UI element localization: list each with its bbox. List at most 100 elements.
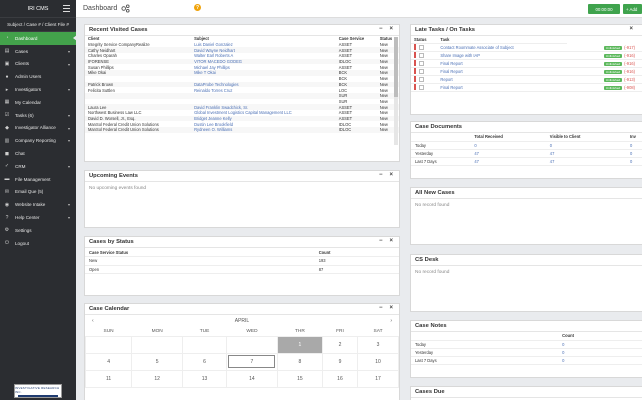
calendar-day[interactable] [85,335,133,354]
task-link[interactable]: Contact Roommate Associate of Subject [440,45,514,51]
table-row[interactable]: David D. Worsell, Jr., Esq. Bridget Jeann… [85,115,399,122]
table-row[interactable]: New 193 [85,256,399,266]
table-row[interactable]: Northwest Business Law LLC Global Investm… [85,110,399,116]
prev-month-button[interactable]: ‹ [92,318,94,324]
add-button[interactable]: + Add [623,4,642,14]
sidebar-item[interactable]: ▥ Company Reporting ▾ [0,134,76,147]
task-link[interactable]: Report [440,77,453,83]
table-row[interactable]: Mike Okai Mike T Okai BCK New [85,70,399,76]
task-row[interactable]: Share Image with IAP Unfinished (-916) [411,51,642,61]
table-row[interactable]: SUR New [85,92,399,99]
calendar-day[interactable]: 10 [357,352,399,371]
calendar-day[interactable]: 3 [357,335,399,354]
table-cell[interactable]: Rydneen O. Williams [191,127,336,133]
calendar-day[interactable]: 2 [321,335,359,354]
table-row[interactable]: Laura Lee David Franklin Swadchick, Sr. AS… [85,104,399,110]
table-row[interactable]: Integrity Service CompanyRealize Luis Dan… [85,42,399,48]
sidebar-item[interactable]: ? Help Center ▾ [0,211,76,224]
calendar-day[interactable]: 1 [276,335,323,354]
table-row[interactable]: Open 87 [85,265,399,274]
table-row[interactable]: ManSol Federal Credit Union Solutions Dus… [85,121,399,127]
task-link[interactable]: Final Report [440,61,463,67]
table-cell[interactable]: David Franklin Swadchick, Sr. [191,104,336,110]
sidebar-item[interactable]: ▦ My Calendar [0,96,76,109]
calendar-day[interactable]: 5 [131,352,184,371]
close-icon[interactable]: × [389,305,393,311]
sidebar-item[interactable]: ▤ Cases ▾ [0,45,76,58]
table-cell[interactable] [191,92,336,99]
sidebar-item[interactable]: ✓ CRM ▾ [0,160,76,173]
calendar-day[interactable] [182,335,227,354]
sidebar-item[interactable]: ● Admin Users [0,70,76,83]
close-icon[interactable]: × [389,238,393,244]
calendar-day[interactable]: 4 [85,352,133,371]
sidebar-item[interactable]: ◆ Investigator Alliance ▾ [0,122,76,135]
dashboard-settings-icon[interactable] [121,4,130,13]
calendar-day[interactable]: 17 [357,369,399,388]
sidebar-item[interactable]: ▣ Clients ▾ [0,58,76,71]
table-row[interactable]: Cathy Neidhart David Wayne Neidhart ASSET N… [85,47,399,54]
table-row[interactable]: Charles Oparah Walter Earl Roberts A ASSET… [85,53,399,59]
calendar-day[interactable]: 6 [182,352,227,371]
table-cell[interactable]: Michael Jay Phillips [194,64,230,70]
help-icon[interactable]: ? [194,4,201,11]
calendar-day[interactable] [225,335,278,354]
task-link[interactable]: Final Report [440,85,463,91]
table-row[interactable]: IFORENSE VITOR MACEDO GODEG IDLOC New [85,58,399,65]
sidebar-item[interactable]: ⚙ Settings [0,224,76,237]
table-cell[interactable]: David Wayne Neidhart [191,47,336,54]
sidebar-item[interactable]: ◼ Chat [0,147,76,160]
task-link[interactable]: Final Report [440,69,463,75]
table-cell[interactable]: Global Investment Logistics Capital Mana… [194,110,292,116]
table-row[interactable]: Last 7 Days 0 [411,356,642,365]
calendar-day[interactable]: 13 [182,369,227,388]
table-row[interactable]: Susan Phillips Michael Jay Phillips ASSET N… [85,64,399,70]
table-cell[interactable]: Luis Daniel Gonzalez [194,42,233,48]
task-checkbox[interactable] [419,85,424,91]
task-checkbox[interactable] [419,45,424,51]
scrollbar[interactable] [394,37,398,145]
calendar-day[interactable]: 7 [225,352,278,371]
table-row[interactable]: Yesterday 0 [411,348,642,357]
calendar-day[interactable]: 15 [276,369,323,388]
task-row[interactable]: Report Unfinished (-913) [411,75,642,85]
menu-toggle-icon[interactable] [63,5,70,12]
sidebar-item[interactable]: ▬ File Management [0,173,76,186]
sidebar-item[interactable]: ▸ Investigators ▾ [0,83,76,96]
table-row[interactable]: ManSol Federal Credit Union Solutions Ryd… [85,127,399,133]
table-row[interactable]: Patrick Brown DataProbe Technologies BCK Ne… [85,81,399,88]
task-checkbox[interactable] [419,53,424,59]
table-row[interactable]: Last 7 Days 47 47 0 [411,157,642,166]
task-checkbox[interactable] [419,61,424,67]
close-icon[interactable]: × [629,26,633,32]
task-row[interactable]: Final Report Unfinished (-916) [411,59,642,69]
table-cell[interactable]: Dustin Lee Brookfield [194,121,233,127]
task-checkbox[interactable] [419,77,424,83]
close-icon[interactable]: × [389,172,393,178]
table-cell[interactable]: Walter Earl Roberts A [194,53,234,59]
sidebar-item[interactable]: ☑ Tasks (6) ▾ [0,109,76,122]
task-checkbox[interactable] [419,69,424,75]
table-row[interactable]: Today 0 [411,340,642,349]
calendar-day[interactable]: 14 [225,369,278,388]
collapse-icon[interactable]: − [378,305,383,311]
table-cell[interactable]: Bridget Jeanne Kelly [191,115,336,122]
sidebar-item[interactable]: ✉ Email Que (5) [0,186,76,199]
collapse-icon[interactable]: − [378,26,383,32]
table-cell[interactable]: Reinaldo Torres Cruz [194,87,233,93]
calendar-day[interactable]: 11 [85,369,133,388]
timer-button[interactable]: 00:00:00 [588,4,620,14]
close-icon[interactable]: × [389,26,393,32]
calendar-day[interactable]: 9 [321,352,359,371]
case-search-link[interactable]: Subject / Case # / Client File # [0,18,76,32]
next-month-button[interactable]: › [390,318,392,324]
sidebar-item[interactable]: ◔ Dashboard [0,32,77,45]
task-row[interactable]: Final Report Unfinished (-908) [411,83,642,93]
table-cell[interactable]: Mike T Okai [191,70,336,76]
task-row[interactable]: Final Report Unfinished (-916) [411,67,642,77]
table-row[interactable]: Felicita Suttlen Reinaldo Torres Cruz LOC N… [85,87,399,93]
table-cell[interactable]: VITOR MACEDO GODEG [191,58,336,65]
table-cell[interactable]: DataProbe Technologies [191,81,336,88]
calendar-day[interactable]: 12 [131,369,184,388]
collapse-icon[interactable]: − [378,238,383,244]
